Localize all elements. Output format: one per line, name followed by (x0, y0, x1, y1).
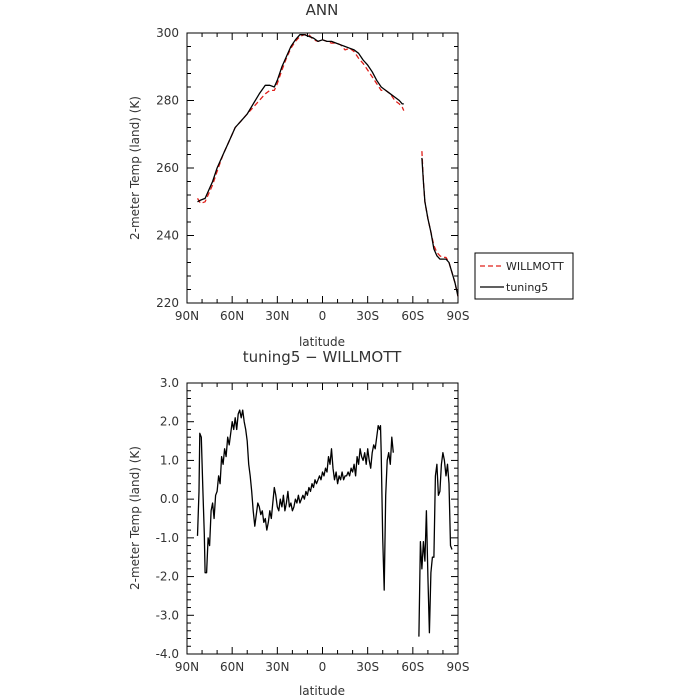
bottom-y-tick-label: 0.0 (160, 492, 179, 506)
top-ticks: 220 240 260 280 300 90N 60N 30N 0 30S 60S 90S (156, 26, 469, 323)
top-y-tick-label: 240 (156, 229, 179, 243)
bottom-x-axis-title: latitude (299, 684, 345, 698)
bottom-x-tick-label: 0 (319, 660, 327, 674)
bottom-y-tick-label: 3.0 (160, 376, 179, 390)
series-line-tuning5-willmott-bottom-segment-1 (418, 452, 453, 637)
series-line-tuning5-willmott-bottom-segment-0 (196, 409, 394, 591)
bottom-y-tick-label: 2.0 (160, 415, 179, 429)
legend-label-willmott: WILLMOTT (506, 260, 564, 273)
top-x-tick-label: 90N (175, 309, 199, 323)
bottom-x-tick-label: 90N (175, 660, 199, 674)
bottom-x-tick-label: 60S (401, 660, 424, 674)
top-y-tick-label: 280 (156, 94, 179, 108)
series-line-tuning5-top-segment-0 (197, 34, 404, 203)
series-line-willmott-top-segment-0 (196, 34, 405, 205)
bottom-series (196, 409, 453, 637)
bottom-y-tick-label: 1.0 (160, 453, 179, 467)
top-x-tick-label: 0 (319, 309, 327, 323)
top-series (196, 34, 459, 297)
bottom-x-tick-label: 30N (265, 660, 289, 674)
legend-box (474, 252, 574, 300)
top-y-axis-title: 2-meter Temp (land) (K) (128, 96, 142, 240)
top-panel: ANN 220 240 260 280 300 90N 60N 30N 0 30S 60S 90S l… (128, 1, 469, 349)
bottom-panel-title: tuning5 − WILLMOTT (243, 348, 402, 366)
bottom-y-tick-label: -1.0 (156, 531, 179, 545)
bottom-y-tick-label: -4.0 (156, 647, 179, 661)
legend-label-tuning5: tuning5 (506, 281, 548, 294)
bottom-x-tick-label: 60N (220, 660, 244, 674)
top-y-tick-label: 260 (156, 161, 179, 175)
bottom-y-tick-label: -3.0 (156, 608, 179, 622)
bottom-y-tick-label: -2.0 (156, 570, 179, 584)
top-x-tick-label: 30S (356, 309, 379, 323)
top-x-tick-label: 60N (220, 309, 244, 323)
top-x-tick-label: 30N (265, 309, 289, 323)
bottom-panel: tuning5 − WILLMOTT -4.0 -3.0 -2.0 -1.0 0.0 1.… (128, 348, 469, 698)
series-line-tuning5-top-segment-1 (421, 157, 459, 297)
top-x-axis-title: latitude (299, 335, 345, 349)
bottom-y-axis-title: 2-meter Temp (land) (K) (128, 446, 142, 590)
legend: WILLMOTT tuning5 (474, 252, 574, 300)
bottom-plot-frame (186, 382, 459, 655)
bottom-ticks: -4.0 -3.0 -2.0 -1.0 0.0 1.0 2.0 3.0 90N 60N 30N 0 30… (156, 376, 470, 674)
top-y-tick-label: 300 (156, 26, 179, 40)
top-y-tick-label: 220 (156, 296, 179, 310)
top-x-tick-label: 60S (401, 309, 424, 323)
top-panel-title: ANN (306, 1, 339, 19)
top-x-tick-label: 90S (447, 309, 470, 323)
top-plot-frame (186, 32, 459, 304)
bottom-x-tick-label: 30S (356, 660, 379, 674)
bottom-x-tick-label: 90S (447, 660, 470, 674)
